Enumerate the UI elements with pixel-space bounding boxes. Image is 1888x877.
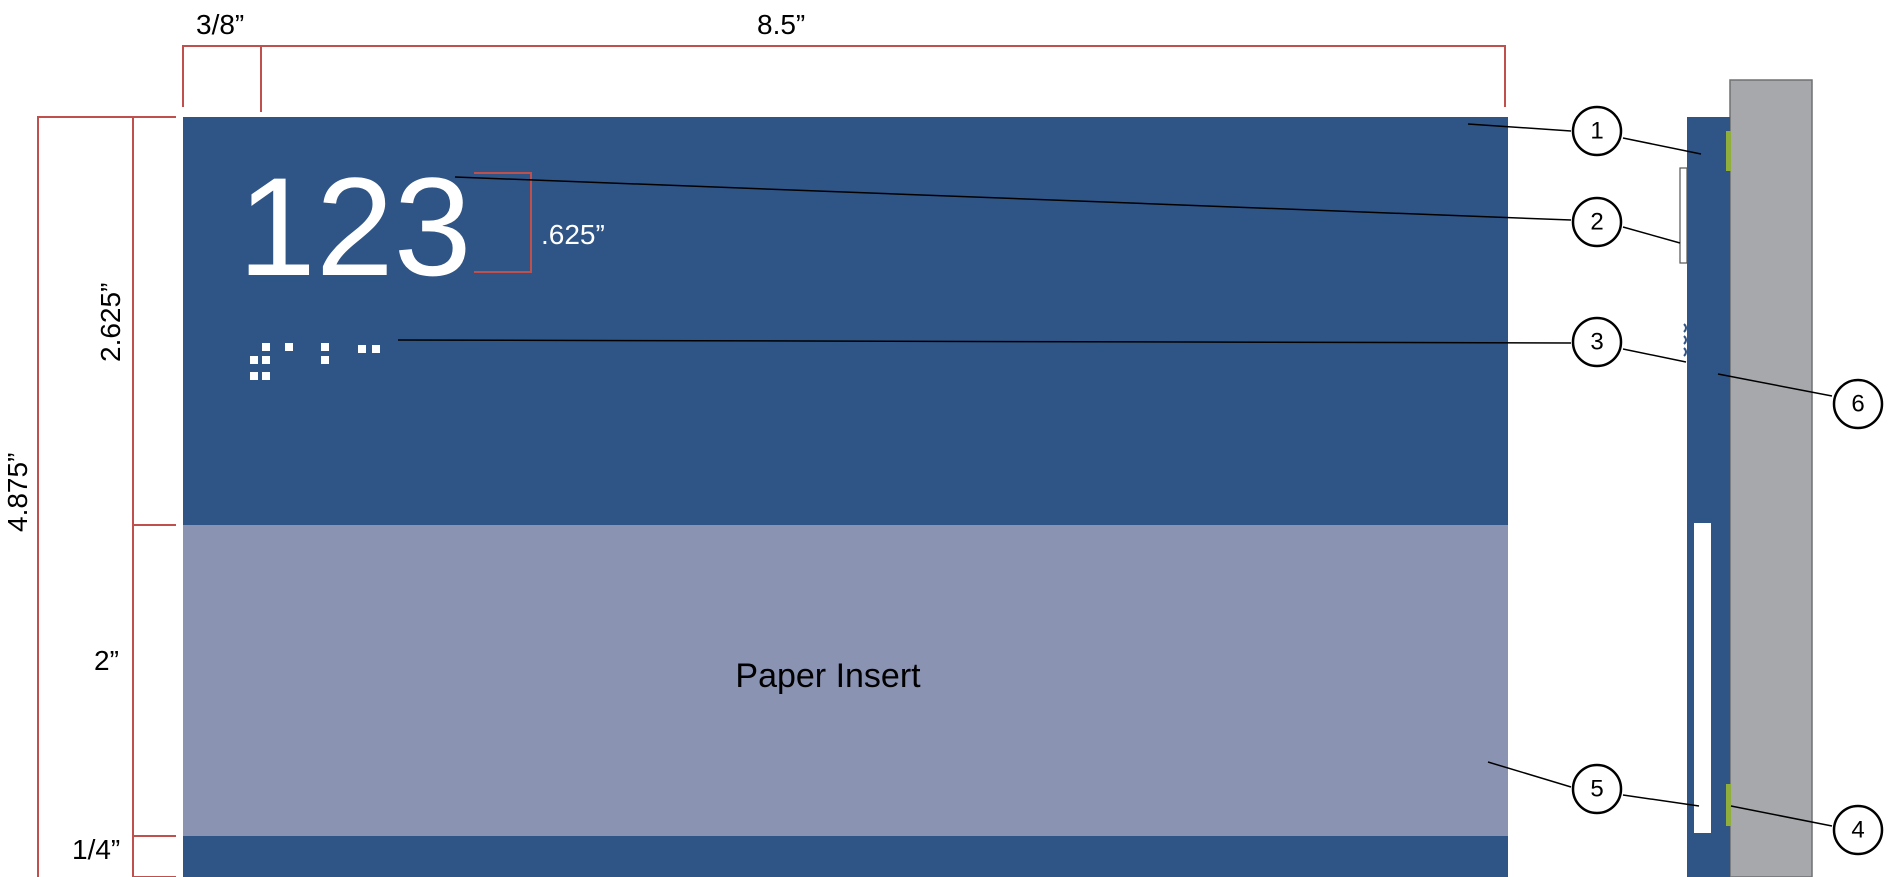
total-height-dimension (37, 116, 176, 877)
bottom-strip-dimension (132, 836, 176, 877)
callout-1: 1 (1571, 105, 1623, 157)
leader-lines (397, 123, 1833, 827)
svg-text:1: 1 (1590, 118, 1603, 145)
paper-insert-label: Paper Insert (735, 657, 921, 695)
wall-section (1729, 79, 1813, 877)
svg-text:2: 2 (1590, 209, 1603, 236)
width-label: 8.5” (757, 9, 805, 40)
sign-top-panel (183, 117, 1508, 525)
margin-left-label: 3/8” (196, 9, 244, 40)
svg-text:4: 4 (1851, 817, 1864, 844)
callout-2: 2 (1571, 196, 1623, 248)
paper-insert-window (183, 525, 1508, 836)
braille-profile (1683, 323, 1687, 357)
braille-dots (250, 343, 380, 380)
character-height-bracket (474, 172, 532, 273)
callout-4: 4 (1832, 804, 1884, 856)
width-dimension (182, 45, 1506, 107)
raised-character-profile (1679, 167, 1688, 264)
svg-text:6: 6 (1851, 391, 1864, 418)
top-section-dimension (132, 116, 176, 526)
svg-text:3: 3 (1590, 329, 1603, 356)
callout-5: 5 (1571, 763, 1623, 815)
adhesive-tape-top (1726, 131, 1731, 171)
top-section-label: 2.625” (95, 283, 126, 362)
adhesive-tape-bottom (1726, 784, 1731, 826)
total-height-label: 4.875” (2, 453, 33, 532)
bottom-strip-label: 1/4” (72, 834, 120, 865)
character-height-label: .625” (541, 219, 605, 250)
insert-height-dimension (132, 525, 176, 837)
insert-height-label: 2” (94, 645, 119, 676)
svg-text:5: 5 (1590, 776, 1603, 803)
room-number: 123 (238, 148, 472, 305)
sign-bottom-strip (183, 836, 1508, 877)
callout-6: 6 (1832, 378, 1884, 430)
callout-3: 3 (1571, 316, 1623, 368)
insert-slot (1694, 523, 1711, 833)
